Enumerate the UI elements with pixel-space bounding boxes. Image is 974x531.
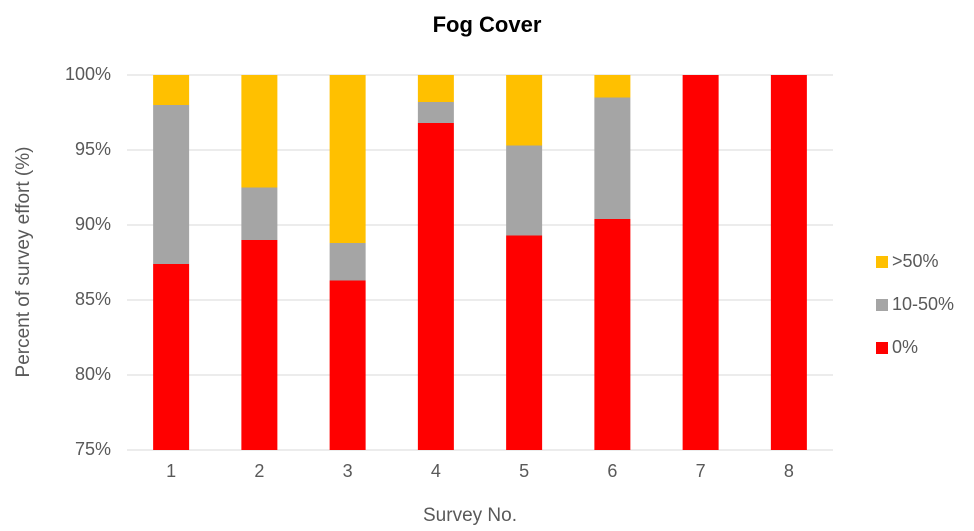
bar-segment	[329, 243, 366, 281]
x-tick-label: 8	[784, 461, 794, 481]
x-tick-label: 2	[254, 461, 264, 481]
bar-segment	[506, 145, 543, 236]
bar-segment	[770, 75, 807, 450]
bar-segment	[329, 280, 366, 450]
bar-segment	[682, 75, 719, 450]
x-axis-title: Survey No.	[423, 505, 517, 526]
bar-segment	[241, 240, 278, 450]
legend-label: 10-50%	[892, 294, 954, 314]
chart-title: Fog Cover	[433, 12, 542, 37]
y-tick-label: 90%	[75, 214, 111, 234]
x-tick-label: 3	[343, 461, 353, 481]
bar-segment	[153, 264, 190, 450]
legend-label: >50%	[892, 251, 939, 271]
bar-segment	[417, 75, 454, 102]
bar-segment	[594, 219, 631, 450]
bar-segment	[594, 75, 631, 98]
bar-segment	[153, 105, 190, 264]
bar-segment	[594, 97, 631, 219]
bar-segment	[506, 75, 543, 146]
y-tick-label: 85%	[75, 289, 111, 309]
bar-segment	[241, 187, 278, 240]
y-tick-label: 80%	[75, 364, 111, 384]
y-tick-label: 100%	[65, 64, 111, 84]
legend-label: 0%	[892, 337, 918, 357]
legend-swatch	[876, 256, 888, 268]
x-tick-label: 1	[166, 461, 176, 481]
bar-segment	[329, 75, 366, 243]
y-tick-label: 75%	[75, 439, 111, 459]
legend-swatch	[876, 299, 888, 311]
y-tick-label: 95%	[75, 139, 111, 159]
x-tick-label: 5	[519, 461, 529, 481]
x-tick-label: 7	[696, 461, 706, 481]
bar-segment	[506, 235, 543, 450]
x-tick-label: 4	[431, 461, 441, 481]
x-tick-label: 6	[607, 461, 617, 481]
bar-segment	[417, 102, 454, 123]
bar-segment	[241, 75, 278, 188]
y-axis-title: Percent of survey effort (%)	[13, 147, 34, 378]
bar-segment	[417, 123, 454, 450]
legend-swatch	[876, 342, 888, 354]
bar-segment	[153, 75, 190, 105]
